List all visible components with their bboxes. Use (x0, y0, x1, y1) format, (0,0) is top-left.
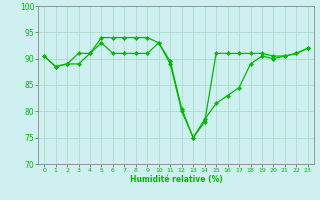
X-axis label: Humidité relative (%): Humidité relative (%) (130, 175, 222, 184)
